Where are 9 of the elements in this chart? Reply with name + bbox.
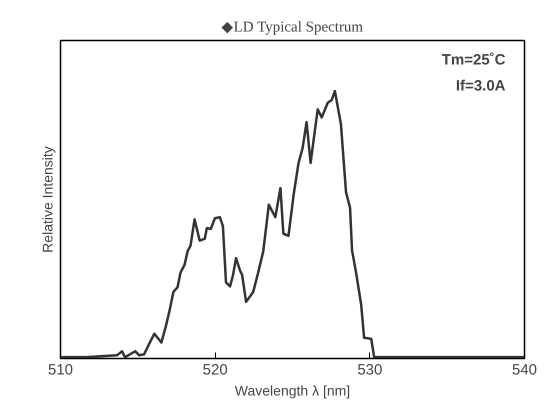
x-tick-label: 510: [48, 362, 74, 378]
x-axis-title: Wavelength λ [nm]: [234, 382, 350, 398]
annotation: If=3.0A: [456, 78, 506, 94]
x-tick-label: 540: [512, 362, 538, 378]
chart-title: ◆LD Typical Spectrum: [222, 20, 364, 36]
text: Tm=25˚C: [442, 52, 506, 68]
x-tick-label: 520: [202, 362, 228, 378]
x-tick-label: 530: [357, 362, 382, 378]
y-axis-title: Relative Intensity: [40, 146, 56, 253]
